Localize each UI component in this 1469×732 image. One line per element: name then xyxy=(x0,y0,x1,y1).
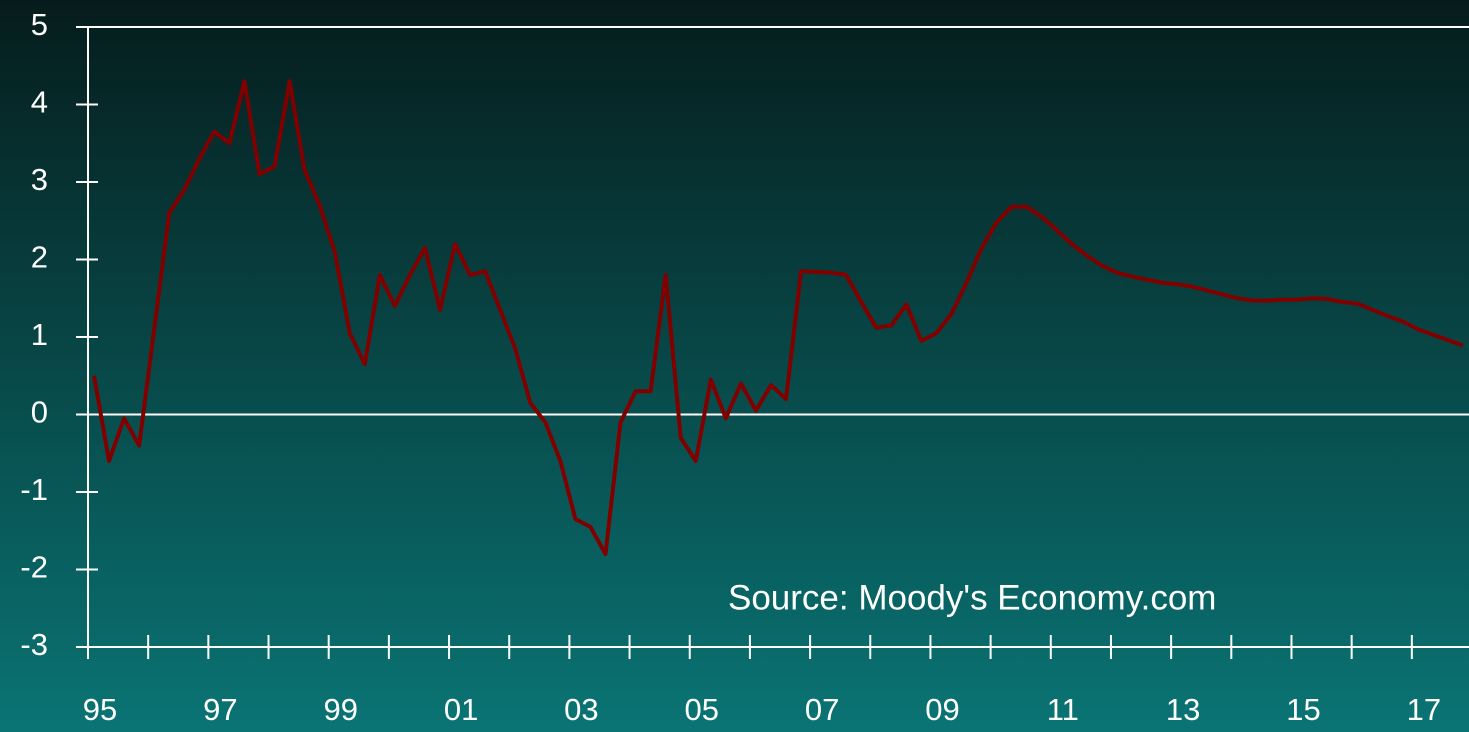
x-tick-label: 95 xyxy=(83,692,117,727)
annotation: Source: Moody's Economy.com xyxy=(728,578,1216,617)
x-tick-label: 11 xyxy=(1047,692,1079,727)
x-tick-label: 15 xyxy=(1286,692,1320,727)
x-tick-label: 05 xyxy=(685,692,719,727)
x-tick-label: 17 xyxy=(1407,692,1441,727)
x-tick-label: 09 xyxy=(925,692,959,727)
y-tick-label: 3 xyxy=(31,162,48,197)
y-tick-label: -2 xyxy=(20,550,48,585)
y-tick-label: 4 xyxy=(31,85,48,120)
y-tick-label: -1 xyxy=(20,472,48,507)
y-tick-label: -3 xyxy=(20,627,48,662)
x-tick-label: 99 xyxy=(323,692,357,727)
y-tick-label: 5 xyxy=(31,7,48,42)
x-tick-label: 01 xyxy=(444,692,478,727)
y-tick-label: 1 xyxy=(31,317,48,352)
x-tick-label: 13 xyxy=(1166,692,1200,727)
x-tick-label: 97 xyxy=(203,692,237,727)
x-tick-label: 03 xyxy=(564,692,598,727)
series-line xyxy=(92,79,1464,556)
x-tick-label: 07 xyxy=(805,692,839,727)
y-tick-label: 0 xyxy=(31,395,48,430)
y-tick-label: 2 xyxy=(31,240,48,275)
